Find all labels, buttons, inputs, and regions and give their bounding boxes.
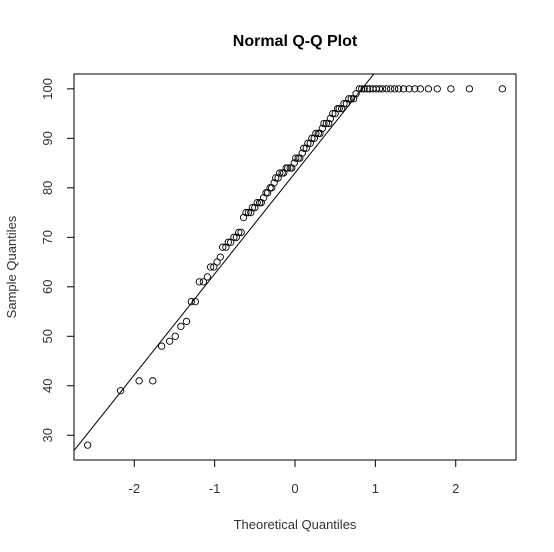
data-point <box>300 144 308 152</box>
data-point <box>276 169 284 177</box>
data-point <box>411 85 419 93</box>
chart-title: Normal Q-Q Plot <box>233 33 358 50</box>
data-point <box>329 109 337 118</box>
data-point <box>391 85 399 93</box>
data-point <box>447 85 455 93</box>
data-point <box>298 149 306 157</box>
data-point <box>182 317 191 326</box>
y-axis-label: Sample Quantiles <box>4 215 19 318</box>
data-point <box>247 208 255 217</box>
data-point <box>386 85 395 93</box>
y-tick-label: 100 <box>40 78 55 100</box>
data-point <box>310 134 318 142</box>
data-point <box>395 85 403 93</box>
data-point <box>199 278 208 286</box>
x-tick-label: 0 <box>291 481 298 496</box>
x-axis-label: Theoretical Quantiles <box>234 517 357 532</box>
data-point <box>340 100 348 108</box>
data-point <box>308 134 316 142</box>
data-point <box>347 95 355 103</box>
data-point <box>84 441 92 449</box>
y-axis: 30 40 50 60 70 80 90 100 <box>40 78 74 442</box>
data-point <box>345 95 353 103</box>
data-point <box>213 258 221 266</box>
data-point <box>235 228 243 237</box>
data-point <box>322 119 330 128</box>
data-point <box>230 233 238 241</box>
data-point <box>116 387 125 395</box>
y-tick-label: 60 <box>40 280 55 294</box>
data-point <box>320 119 328 128</box>
data-point <box>375 85 384 93</box>
data-point <box>358 85 366 93</box>
data-point <box>224 238 232 246</box>
data-point <box>227 238 235 246</box>
data-point <box>216 253 224 261</box>
qq-reference-line <box>74 74 375 452</box>
data-point <box>237 228 245 237</box>
data-point <box>270 179 278 187</box>
data-point <box>318 124 326 133</box>
data-point <box>242 208 250 217</box>
data-point <box>206 263 215 271</box>
x-axis: -2 -1 0 1 2 <box>128 460 459 496</box>
data-point <box>306 139 314 147</box>
x-tick-label: -1 <box>209 481 221 496</box>
data-point <box>272 174 280 182</box>
y-tick-label: 80 <box>40 181 55 195</box>
x-tick-label: 2 <box>452 481 459 496</box>
data-point <box>203 273 212 281</box>
data-point <box>433 85 441 93</box>
data-point <box>465 85 474 93</box>
data-point <box>378 85 387 93</box>
data-point <box>498 85 506 93</box>
data-point <box>244 208 253 217</box>
data-point <box>405 85 413 93</box>
data-point <box>253 199 261 207</box>
data-point <box>210 263 218 271</box>
data-point <box>312 129 320 138</box>
data-point <box>304 139 312 147</box>
x-tick-label: -2 <box>128 481 140 496</box>
y-tick-label: 50 <box>40 329 55 343</box>
data-point <box>360 85 368 93</box>
x-tick-label: 1 <box>372 481 379 496</box>
data-point <box>325 119 333 128</box>
data-point <box>363 85 371 93</box>
data-point <box>399 85 408 93</box>
data-point <box>424 85 433 93</box>
data-point <box>292 154 300 162</box>
data-point <box>290 159 298 167</box>
data-point <box>195 278 204 286</box>
data-point <box>177 322 185 331</box>
data-point <box>219 243 227 251</box>
plot-frame <box>73 73 517 461</box>
data-point <box>352 90 360 98</box>
data-point <box>171 332 179 340</box>
data-point <box>191 297 199 306</box>
data-point <box>187 297 195 306</box>
data-point <box>135 377 143 385</box>
data-point <box>416 85 425 93</box>
data-point <box>335 104 343 113</box>
y-tick-label: 70 <box>40 230 55 244</box>
data-point <box>355 85 363 93</box>
y-tick-label: 40 <box>40 379 55 393</box>
data-point <box>248 203 257 212</box>
data-point <box>149 377 157 385</box>
data-point <box>274 174 282 182</box>
data-point <box>382 85 391 93</box>
y-tick-label: 90 <box>40 131 55 145</box>
data-point <box>302 144 310 152</box>
data-point <box>165 337 174 345</box>
y-tick-label: 30 <box>40 428 55 442</box>
data-point <box>284 164 292 172</box>
data-point <box>157 342 166 350</box>
